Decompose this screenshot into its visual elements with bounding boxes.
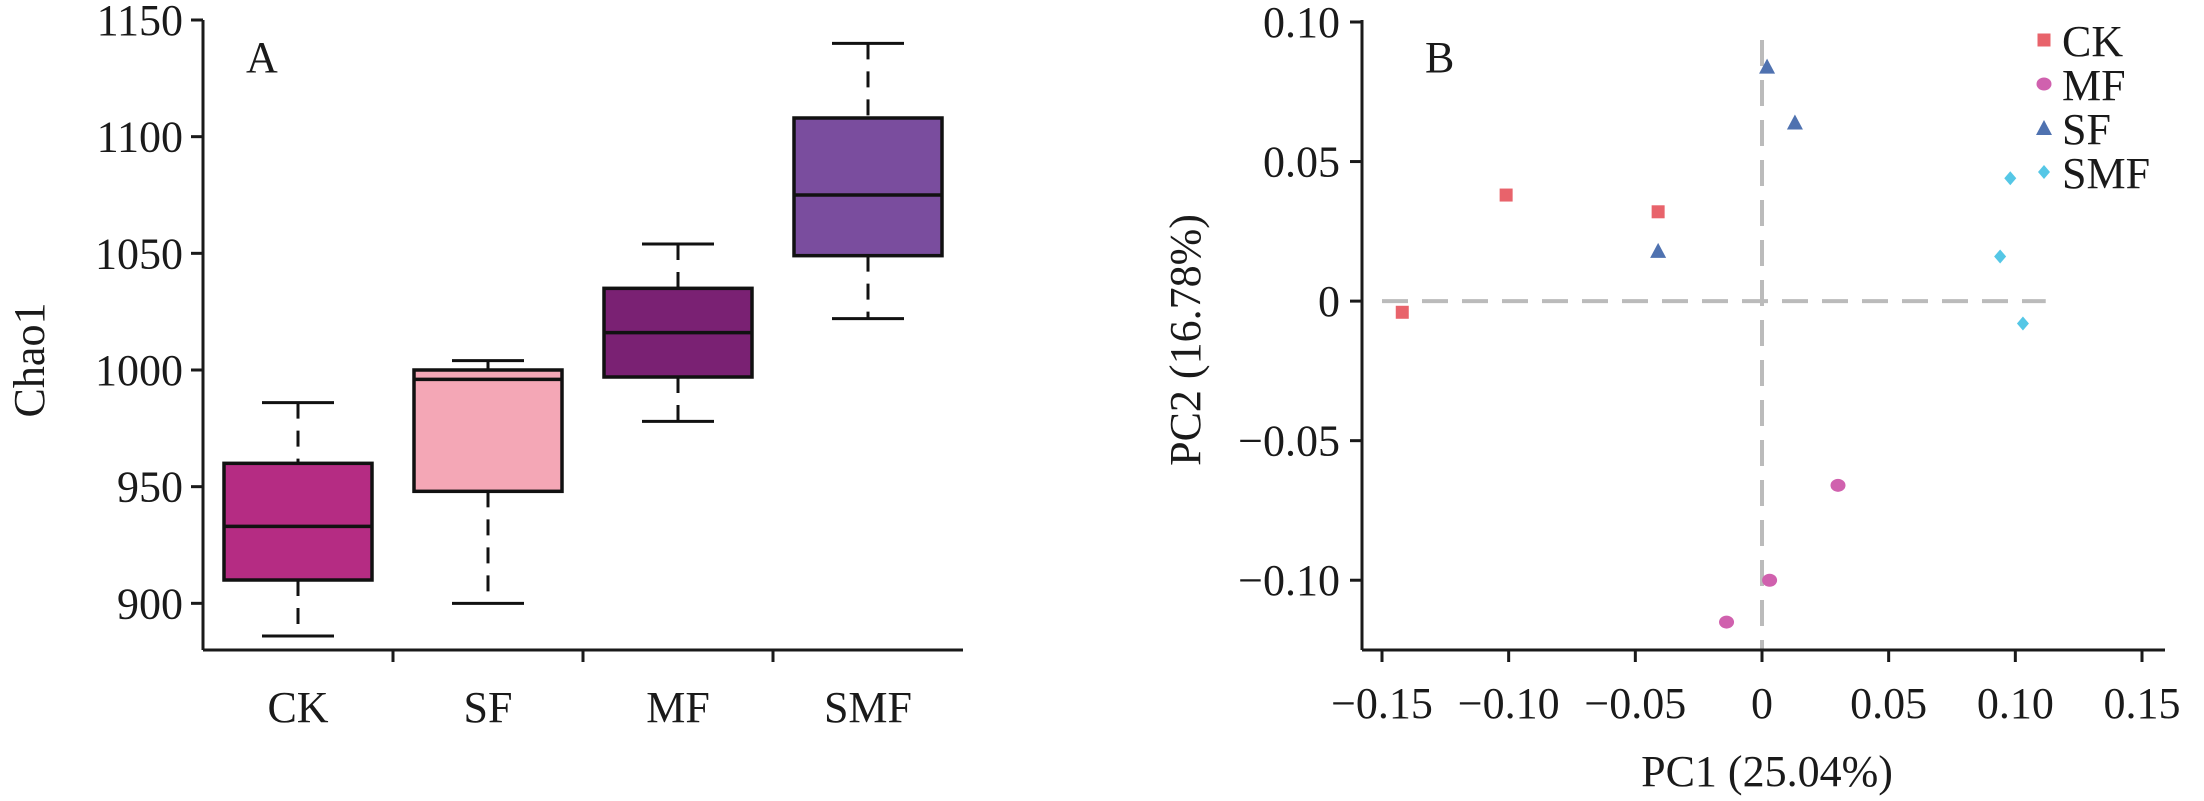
legend-marker-mf — [2036, 77, 2052, 91]
panel-a-label: A — [246, 33, 278, 82]
point-ck — [1499, 188, 1513, 202]
point-sf — [1759, 58, 1776, 74]
iqr-box — [792, 116, 944, 258]
panel-b-label: B — [1425, 33, 1454, 82]
legend-marker-smf — [2038, 165, 2050, 179]
scatter-x-axis-title: PC1 (25.04%) — [1641, 747, 1893, 796]
scatter-x-tick-label: 0.15 — [2104, 679, 2181, 728]
scatter-x-tick-label: −0.15 — [1331, 679, 1433, 728]
box-plot-y-tick-label: 900 — [117, 579, 183, 628]
box-plot-y-tick-label: 950 — [117, 463, 183, 512]
scatter-y-tick-label: −0.05 — [1238, 417, 1340, 466]
box-plot-panel: A 900 950 1000 1050 1100 1150 CK SF MF SMF Chao1 — [5, 0, 963, 732]
iqr-box — [222, 461, 374, 582]
scatter-y-axis-title: PC2 (16.78%) — [1161, 214, 1210, 466]
point-mf — [1719, 615, 1735, 629]
scatter-y-tick-label: 0 — [1318, 277, 1340, 326]
box-mf — [602, 242, 754, 423]
legend-label-mf: MF — [2062, 61, 2126, 110]
scatter-x-tick-label: 0 — [1751, 679, 1773, 728]
point-smf — [1994, 249, 2007, 264]
scatter-x-tick-label: 0.05 — [1850, 679, 1927, 728]
box-plot-y-tick-label: 1150 — [97, 0, 183, 45]
scatter-x-tick-label: 0.10 — [1977, 679, 2054, 728]
point-ck — [1395, 305, 1409, 319]
point-smf — [2004, 171, 2017, 186]
legend-label-smf: SMF — [2062, 149, 2150, 198]
box-ck — [222, 401, 374, 638]
box-plot-x-tick-label: MF — [646, 683, 710, 732]
scatter-y-tick-label: −0.10 — [1238, 556, 1340, 605]
box-plot-x-tick-label: SF — [464, 683, 513, 732]
box-group — [222, 41, 944, 638]
box-plot-x-tick-label: CK — [267, 683, 328, 732]
legend-marker-sf — [2036, 120, 2052, 135]
scatter-points — [1395, 58, 2029, 629]
pca-scatter-panel: B −0.10 −0.05 0 0.05 0.10 −0.15 −0.10 −0.05 0 0.0… — [1161, 0, 2181, 796]
point-sf — [1650, 242, 1667, 258]
point-mf — [1830, 478, 1846, 492]
box-smf — [792, 41, 944, 321]
box-plot-y-tick-label: 1050 — [95, 229, 183, 278]
point-sf — [1786, 114, 1803, 130]
legend-label-ck: CK — [2062, 17, 2123, 66]
scatter-y-tick-label: 0.05 — [1263, 138, 1340, 187]
origin-reference-lines — [1382, 40, 2046, 650]
scatter-axes: −0.10 −0.05 0 0.05 0.10 −0.15 −0.10 −0.05 0 0.05 0… — [1238, 0, 2180, 728]
box-sf — [412, 359, 564, 605]
point-mf — [1762, 573, 1778, 587]
scatter-y-tick-label: 0.10 — [1263, 0, 1340, 47]
point-ck — [1651, 205, 1665, 219]
scatter-x-tick-label: −0.05 — [1584, 679, 1686, 728]
legend-label-sf: SF — [2062, 105, 2111, 154]
legend-marker-ck — [2037, 33, 2051, 47]
iqr-box — [412, 368, 564, 494]
box-plot-y-axis-title: Chao1 — [5, 303, 54, 418]
scatter-x-tick-label: −0.10 — [1458, 679, 1560, 728]
box-plot-y-tick-label: 1000 — [95, 346, 183, 395]
box-plot-axes: 900 950 1000 1050 1100 1150 CK SF MF SMF — [95, 0, 963, 732]
box-plot-x-tick-label: SMF — [824, 683, 912, 732]
point-smf — [2016, 316, 2029, 331]
box-plot-y-tick-label: 1100 — [97, 113, 183, 162]
